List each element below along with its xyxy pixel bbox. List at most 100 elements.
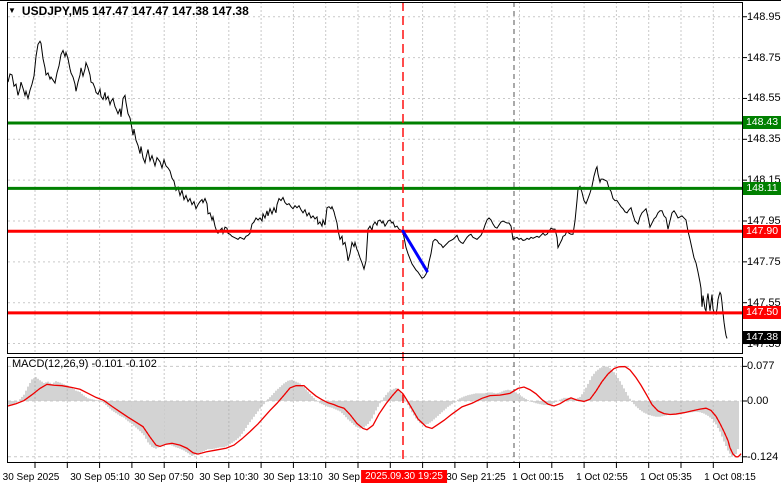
macd-histogram-bar: [291, 379, 293, 401]
macd-histogram-bar: [65, 385, 67, 401]
macd-histogram-bar: [139, 401, 141, 432]
macd-histogram-bar: [33, 378, 35, 401]
macd-histogram-bar: [75, 390, 77, 401]
macd-histogram-bar: [21, 396, 23, 401]
macd-histogram-bar: [233, 401, 235, 442]
macd-histogram-bar: [207, 401, 209, 450]
macd-histogram-bar: [423, 401, 425, 425]
macd-histogram-bar: [293, 380, 295, 401]
macd-histogram-bar: [135, 401, 137, 428]
macd-histogram-bar: [45, 382, 47, 401]
macd-histogram-bar: [529, 401, 531, 402]
time-axis-label: 1 Oct 08:15: [704, 472, 756, 483]
macd-histogram-bar: [515, 392, 517, 401]
macd-histogram-bar: [153, 401, 155, 448]
macd-histogram-bar: [547, 401, 549, 406]
chart-title: ▼ USDJPY,M5 147.47 147.47 147.38 147.38: [8, 4, 249, 18]
macd-histogram-bar: [731, 401, 733, 457]
macd-histogram-bar: [417, 401, 419, 421]
macd-histogram-bar: [443, 401, 445, 411]
macd-histogram-bar: [683, 401, 685, 414]
macd-histogram-bar: [151, 401, 153, 447]
symbol-dropdown-icon[interactable]: ▼: [8, 6, 16, 15]
macd-histogram-bar: [395, 387, 397, 401]
main-chart-border: [7, 2, 743, 354]
macd-histogram-bar: [147, 401, 149, 443]
macd-histogram-bar: [643, 401, 645, 413]
macd-histogram-bar: [169, 401, 171, 445]
macd-histogram-bar: [275, 390, 277, 401]
macd-histogram-bar: [543, 401, 545, 406]
macd-histogram-bar: [93, 399, 95, 401]
macd-histogram-bar: [225, 401, 227, 447]
macd-histogram-bar: [43, 383, 45, 401]
macd-histogram-bar: [519, 395, 521, 401]
macd-panel-border: [7, 357, 743, 463]
macd-histogram-bar: [323, 401, 325, 406]
macd-indicator-label: MACD(12,26,9) -0.101 -0.102: [12, 358, 157, 370]
macd-histogram-bar: [645, 401, 647, 414]
macd-histogram-bar: [71, 387, 73, 401]
macd-histogram-bar: [561, 398, 563, 401]
time-axis-label: 30 Sep 21:25: [446, 472, 506, 483]
macd-histogram-bar: [133, 401, 135, 426]
macd-histogram-bar: [245, 401, 247, 428]
macd-histogram-bar: [497, 392, 499, 401]
macd-histogram-bar: [265, 401, 267, 402]
price-axis-label: 148.35: [747, 133, 781, 146]
macd-histogram-bar: [113, 401, 115, 412]
macd-histogram-bar: [149, 401, 151, 445]
macd-histogram-bar: [665, 401, 667, 416]
macd-histogram-bar: [23, 394, 25, 401]
macd-histogram-bar: [585, 387, 587, 401]
trend-line[interactable]: [401, 229, 429, 273]
macd-histogram-bar: [563, 397, 565, 401]
macd-histogram-bar: [35, 377, 37, 401]
macd-histogram-bar: [91, 399, 93, 401]
macd-histogram-bar: [19, 399, 21, 401]
macd-histogram-bar: [63, 384, 65, 401]
time-axis-label: 30 Sep 10:30: [199, 472, 259, 483]
macd-histogram-bar: [13, 401, 15, 405]
macd-histogram-bar: [235, 401, 237, 441]
macd-histogram-bar: [691, 401, 693, 413]
macd-histogram-bar: [473, 393, 475, 401]
macd-histogram-bar: [591, 376, 593, 401]
time-axis-label: 1 Oct 00:15: [512, 472, 564, 483]
macd-histogram-bar: [435, 401, 437, 418]
macd-histogram-bar: [231, 401, 233, 443]
macd-histogram-bar: [199, 401, 201, 453]
macd-histogram-bar: [559, 399, 561, 401]
macd-histogram-bar: [453, 401, 455, 403]
macd-histogram-bar: [249, 401, 251, 423]
macd-histogram-bar: [479, 393, 481, 401]
time-axis-label: 30 Sep 15:50: [328, 472, 388, 483]
macd-histogram-bar: [613, 372, 615, 401]
macd-histogram-bar: [73, 389, 75, 401]
macd-histogram-bar: [385, 394, 387, 401]
macd-histogram-bar: [39, 380, 41, 401]
macd-histogram-bar: [193, 401, 195, 456]
macd-histogram-bar: [467, 395, 469, 401]
macd-histogram-bar: [261, 401, 263, 407]
macd-histogram-bar: [609, 368, 611, 401]
current-price-badge: 147.38: [743, 330, 781, 344]
macd-histogram-bar: [623, 388, 625, 401]
macd-histogram-bar: [677, 401, 679, 414]
macd-histogram-bar: [49, 382, 51, 401]
macd-histogram-bar: [191, 401, 193, 456]
macd-histogram-bar: [69, 386, 71, 401]
macd-histogram-bar: [55, 381, 57, 401]
macd-histogram-bar: [631, 401, 633, 402]
macd-histogram-bar: [733, 401, 735, 456]
macd-histogram-bar: [165, 401, 167, 445]
macd-histogram-bar: [31, 379, 33, 401]
macd-histogram-bar: [695, 401, 697, 412]
macd-histogram-bar: [29, 383, 31, 401]
macd-histogram-bar: [375, 401, 377, 411]
macd-histogram-bar: [589, 380, 591, 401]
macd-histogram-bar: [247, 401, 249, 425]
macd-histogram-bar: [607, 366, 609, 401]
macd-histogram-bar: [181, 401, 183, 450]
